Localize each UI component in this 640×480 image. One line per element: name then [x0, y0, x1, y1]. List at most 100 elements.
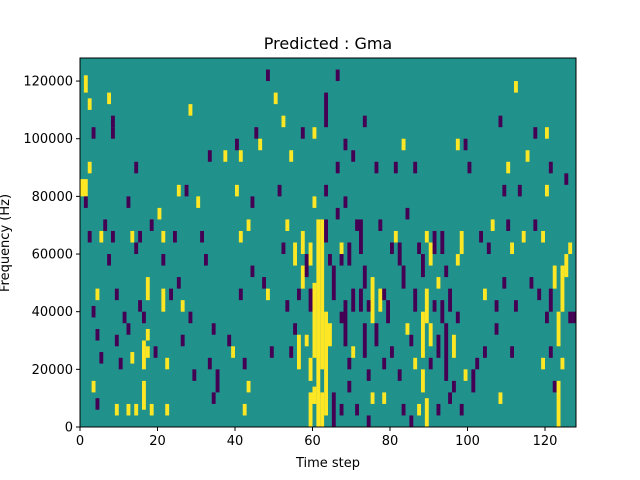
- heatmap-cell: [188, 311, 193, 324]
- heatmap-cell: [285, 300, 290, 312]
- heatmap-cell: [545, 184, 549, 197]
- heatmap-cell: [572, 311, 576, 324]
- heatmap-cell: [111, 230, 115, 243]
- y-axis-label: Frequency (Hz): [0, 194, 13, 292]
- heatmap-cell: [459, 403, 464, 416]
- heatmap-cell: [393, 230, 398, 243]
- heatmap-cell: [483, 288, 487, 301]
- heatmap-cell: [390, 242, 394, 255]
- heatmap-cell: [161, 230, 166, 243]
- heatmap-cell: [564, 254, 569, 278]
- x-tick-label: 100: [455, 434, 480, 449]
- heatmap-cell: [417, 242, 421, 255]
- heatmap-cell: [424, 398, 429, 427]
- heatmap-cell: [180, 334, 185, 347]
- heatmap-cell: [87, 230, 92, 243]
- heatmap-cell: [525, 150, 530, 162]
- heatmap-cell: [83, 75, 88, 93]
- heatmap-cell: [347, 380, 352, 393]
- heatmap-cell: [300, 265, 305, 289]
- heatmap-cell: [161, 288, 166, 312]
- heatmap-cell: [254, 127, 259, 139]
- heatmap-cell: [324, 92, 328, 128]
- heatmap-cell: [266, 69, 270, 82]
- heatmap-cell: [351, 288, 356, 312]
- heatmap-cell: [351, 150, 356, 162]
- heatmap-cell: [355, 403, 359, 416]
- y-tick-label: 40000: [32, 305, 73, 320]
- heatmap-cell: [130, 230, 135, 243]
- heatmap-cell: [211, 323, 216, 335]
- heatmap-cell: [235, 184, 239, 197]
- heatmap-cell: [366, 300, 371, 312]
- heatmap-cell: [142, 340, 146, 370]
- x-axis-label: Time step: [295, 456, 360, 471]
- heatmap-cell: [157, 207, 162, 220]
- heatmap-cell: [362, 323, 367, 358]
- heatmap-cell: [382, 392, 387, 404]
- heatmap-cell: [297, 334, 301, 370]
- y-tick-label: 120000: [23, 75, 73, 90]
- heatmap-cell: [428, 323, 433, 347]
- heatmap-cell: [405, 207, 410, 220]
- heatmap-cell: [517, 184, 522, 197]
- heatmap-cell: [467, 161, 472, 174]
- heatmap-cell: [165, 357, 170, 370]
- heatmap-cell: [312, 282, 317, 358]
- heatmap-cell: [339, 311, 344, 324]
- heatmap-cell: [362, 115, 367, 128]
- heatmap-cell: [378, 288, 383, 312]
- heatmap-cell: [405, 323, 410, 335]
- x-tick-label: 40: [227, 434, 244, 449]
- heatmap-cell: [366, 415, 371, 427]
- heatmap-cell: [560, 265, 565, 312]
- heatmap-cell: [324, 219, 328, 243]
- y-tick-label: 0: [65, 421, 73, 436]
- heatmap-cell: [355, 219, 359, 231]
- heatmap-cell: [269, 346, 274, 358]
- heatmap-cell: [126, 323, 131, 335]
- heatmap-cell: [343, 138, 348, 151]
- y-tick-label: 60000: [32, 248, 73, 263]
- heatmap-cell: [537, 288, 542, 301]
- heatmap-cell: [161, 254, 166, 266]
- heatmap-cell: [176, 277, 181, 289]
- heatmap-cell: [134, 161, 139, 174]
- heatmap-cell: [498, 392, 503, 404]
- heatmap-cell: [304, 334, 309, 347]
- heatmap-cell: [153, 346, 158, 358]
- y-tick-label: 100000: [23, 132, 73, 147]
- heatmap-cell: [483, 346, 487, 358]
- heatmap-cell: [192, 369, 197, 381]
- heatmap-cell: [320, 392, 325, 427]
- heatmap-cell: [250, 265, 255, 278]
- heatmap-cell: [331, 392, 336, 427]
- heatmap-cell: [324, 311, 328, 416]
- heatmap-cell: [428, 357, 433, 370]
- heatmap-cell: [370, 277, 375, 324]
- heatmap-cell: [343, 196, 348, 208]
- heatmap-cell: [83, 196, 88, 208]
- heatmap-cell: [533, 127, 538, 139]
- heatmap-cell: [238, 288, 243, 301]
- heatmap-cell: [510, 346, 514, 358]
- heatmap-cell: [138, 300, 142, 312]
- heatmap-cell: [455, 311, 460, 324]
- heatmap-cell: [393, 161, 398, 174]
- heatmap-cell: [99, 230, 104, 243]
- heatmap-cell: [91, 127, 96, 139]
- heatmap-cell: [328, 323, 332, 347]
- heatmap-cell: [397, 369, 402, 381]
- heatmap-cell: [502, 277, 507, 289]
- x-tick-label: 120: [533, 434, 558, 449]
- heatmap-cell: [297, 288, 301, 301]
- heatmap-cell: [111, 115, 115, 128]
- heatmap-cell: [436, 277, 441, 289]
- heatmap-cell: [417, 403, 421, 416]
- heatmap-cell: [134, 403, 139, 416]
- heatmap-cell: [335, 69, 340, 82]
- heatmap-cell: [378, 219, 383, 231]
- heatmap-cell: [200, 230, 204, 243]
- heatmap-cell: [545, 127, 549, 139]
- heatmap-cell: [262, 277, 266, 289]
